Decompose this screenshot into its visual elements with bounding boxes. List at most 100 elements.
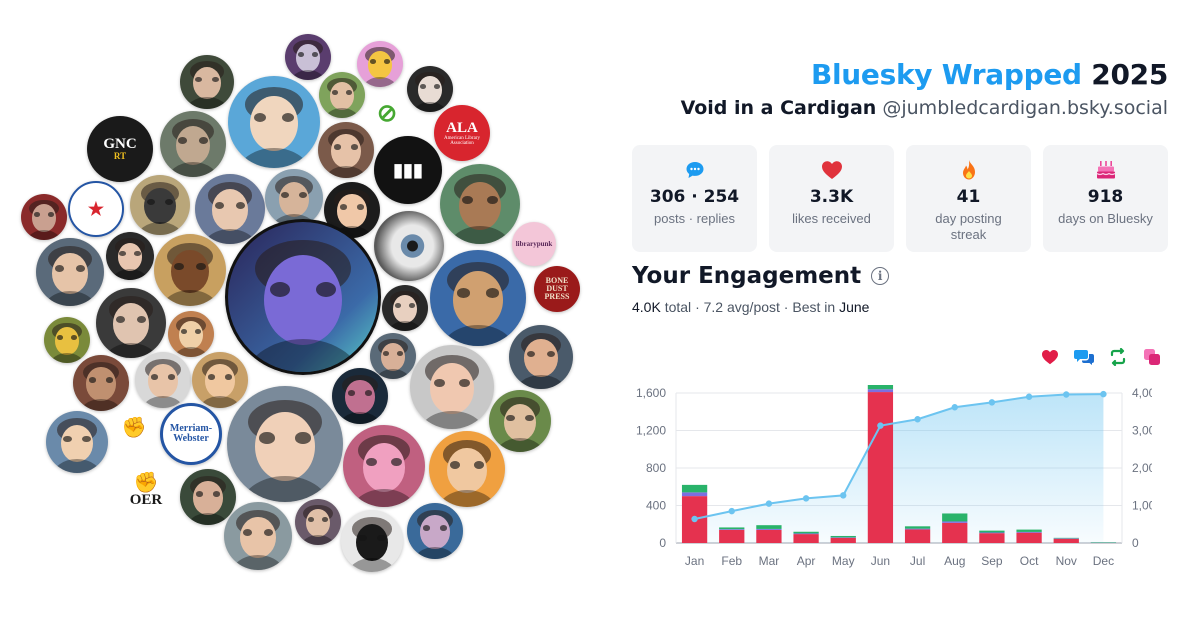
avatar[interactable] xyxy=(168,311,214,357)
bar-replies[interactable] xyxy=(904,528,931,530)
avatar[interactable] xyxy=(228,76,320,168)
avatar[interactable] xyxy=(489,390,551,452)
avatar[interactable] xyxy=(319,72,365,118)
bar-replies[interactable] xyxy=(867,389,894,393)
cumulative-point[interactable] xyxy=(877,422,884,429)
avatar[interactable]: Merriam-Webster xyxy=(160,403,222,465)
avatar[interactable]: ▮▮▮ xyxy=(374,136,442,204)
cumulative-point[interactable] xyxy=(691,515,698,523)
avatar[interactable] xyxy=(343,425,425,507)
avatar[interactable] xyxy=(410,345,494,429)
avatar[interactable]: ✊ OER xyxy=(116,460,176,520)
avatar[interactable] xyxy=(160,111,226,177)
bar-reposts[interactable] xyxy=(942,513,968,522)
bar-likes[interactable] xyxy=(1053,538,1079,543)
bar-replies[interactable] xyxy=(719,529,745,530)
bar-likes[interactable] xyxy=(793,534,819,543)
cumulative-point[interactable] xyxy=(914,416,921,423)
cumulative-point[interactable] xyxy=(765,500,773,507)
cumulative-point[interactable] xyxy=(951,404,958,411)
avatar[interactable] xyxy=(130,175,190,235)
bar-replies[interactable] xyxy=(830,537,856,538)
avatar[interactable] xyxy=(180,469,236,525)
bar-likes[interactable] xyxy=(756,529,782,543)
avatar[interactable]: ★ xyxy=(68,181,124,237)
bar-likes[interactable] xyxy=(904,529,931,543)
avatar[interactable] xyxy=(195,174,265,244)
bar-likes[interactable] xyxy=(1016,532,1042,543)
bar-replies[interactable] xyxy=(1053,538,1079,539)
bar-replies[interactable] xyxy=(756,528,782,530)
avatar[interactable] xyxy=(36,238,104,306)
avatar[interactable] xyxy=(46,411,108,473)
bar-reposts[interactable] xyxy=(1016,529,1042,532)
quote-icon[interactable] xyxy=(1142,347,1162,367)
avatar[interactable] xyxy=(509,325,573,389)
avatar[interactable] xyxy=(370,333,416,379)
avatar[interactable] xyxy=(192,352,248,408)
bar-reposts[interactable] xyxy=(867,385,894,390)
avatar[interactable] xyxy=(180,55,234,109)
cumulative-point[interactable] xyxy=(1025,393,1033,400)
avatar[interactable] xyxy=(440,164,520,244)
bar-reposts[interactable] xyxy=(793,531,819,534)
bar-likes[interactable] xyxy=(830,537,856,543)
bar-replies[interactable] xyxy=(793,533,819,535)
bar-reposts[interactable] xyxy=(756,525,782,529)
repost-icon[interactable] xyxy=(1108,347,1128,367)
cumulative-point[interactable] xyxy=(988,399,996,406)
avatar[interactable]: ⊘ xyxy=(371,98,403,130)
bar-replies[interactable] xyxy=(942,521,968,523)
avatar[interactable] xyxy=(341,510,403,572)
avatar[interactable] xyxy=(285,34,331,80)
info-icon[interactable]: i xyxy=(871,267,890,285)
main-avatar[interactable] xyxy=(225,219,381,375)
avatar[interactable] xyxy=(106,232,154,280)
avatar[interactable]: BONE DUST PRESS xyxy=(534,266,580,312)
bar-reposts[interactable] xyxy=(719,527,745,530)
avatar[interactable] xyxy=(96,288,166,358)
avatar[interactable] xyxy=(430,250,526,346)
bar-reposts[interactable] xyxy=(979,530,1005,533)
avatar[interactable] xyxy=(407,66,453,112)
bar-reposts[interactable] xyxy=(904,526,931,529)
heart-icon[interactable] xyxy=(1040,347,1060,367)
bar-replies[interactable] xyxy=(681,492,708,497)
cumulative-point[interactable] xyxy=(1063,391,1070,398)
bar-reposts[interactable] xyxy=(830,535,856,538)
cumulative-point[interactable] xyxy=(728,507,735,515)
avatar[interactable] xyxy=(73,355,129,411)
avatar[interactable] xyxy=(21,194,67,240)
avatar[interactable] xyxy=(357,41,403,87)
cumulative-point[interactable] xyxy=(840,492,847,499)
bar-likes[interactable] xyxy=(942,522,968,543)
bar-replies[interactable] xyxy=(1016,531,1042,533)
avatar[interactable] xyxy=(44,317,90,363)
avatar[interactable] xyxy=(382,285,428,331)
reply-bubbles-icon[interactable] xyxy=(1074,347,1094,367)
avatar[interactable] xyxy=(265,169,323,227)
bar-likes[interactable] xyxy=(719,529,745,543)
avatar[interactable] xyxy=(135,352,191,408)
avatar[interactable] xyxy=(407,503,463,559)
bar-likes[interactable] xyxy=(867,392,894,543)
bar-likes[interactable] xyxy=(979,533,1005,543)
avatar[interactable] xyxy=(227,386,343,502)
bar-reposts[interactable] xyxy=(681,484,708,493)
bar-reposts[interactable] xyxy=(1053,537,1079,539)
bar-reposts[interactable] xyxy=(1090,542,1117,543)
avatar[interactable]: ALA American Library Association xyxy=(434,105,490,161)
avatar[interactable] xyxy=(429,431,505,507)
avatar[interactable]: librarypunk xyxy=(512,222,556,266)
avatar[interactable] xyxy=(374,211,444,281)
avatar[interactable] xyxy=(224,502,292,570)
cumulative-point[interactable] xyxy=(802,495,810,502)
cumulative-point[interactable] xyxy=(1100,390,1107,398)
avatar[interactable]: GNC RT xyxy=(87,116,153,182)
avatar[interactable] xyxy=(318,122,374,178)
avatar[interactable]: ✊ xyxy=(114,408,154,448)
avatar[interactable] xyxy=(295,499,341,545)
avatar[interactable] xyxy=(154,234,226,306)
avatar[interactable] xyxy=(332,368,388,424)
bar-replies[interactable] xyxy=(979,532,1005,534)
